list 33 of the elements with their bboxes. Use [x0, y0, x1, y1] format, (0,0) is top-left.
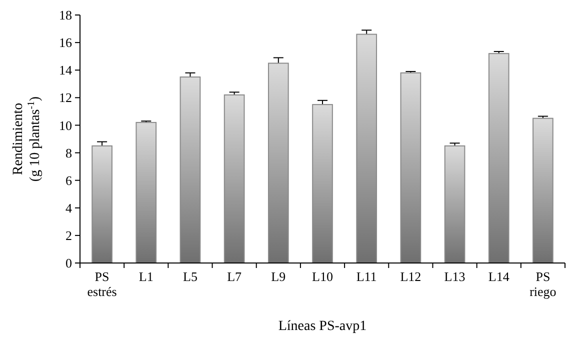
bar — [180, 76, 201, 264]
x-tick-label: L5 — [183, 269, 198, 284]
y-tick-label: 18 — [59, 8, 72, 23]
x-tick-label: L12 — [400, 269, 422, 284]
y-tick-label: 14 — [59, 62, 72, 78]
bar — [136, 122, 157, 264]
y-tick-label: 6 — [66, 172, 72, 188]
x-tick-label: L13 — [444, 269, 466, 284]
bar — [224, 94, 245, 264]
bar — [92, 145, 112, 264]
x-tick-label: L10 — [312, 269, 333, 284]
bar — [444, 145, 466, 264]
bar — [356, 34, 378, 264]
y-tick-label: 12 — [59, 90, 72, 106]
bar — [312, 104, 333, 264]
y-tick-label: 4 — [66, 200, 72, 216]
x-tick-label: L7 — [227, 269, 242, 284]
x-tick-label: L1 — [138, 269, 154, 284]
y-tick-label: 0 — [66, 256, 72, 271]
x-tick-label: L14 — [488, 269, 510, 284]
x-axis-title: Líneas PS-avp1 — [278, 319, 367, 334]
x-tick-label: L11 — [356, 269, 377, 284]
y-tick-label: 2 — [66, 228, 72, 243]
bar — [488, 53, 510, 264]
bar — [400, 72, 422, 264]
y-tick-label: 8 — [66, 145, 72, 160]
bar — [268, 62, 289, 264]
x-tick-label: PS estrés — [87, 269, 117, 299]
y-tick-label: 16 — [59, 35, 72, 50]
y-tick-label: 10 — [59, 118, 72, 133]
x-tick-label: L9 — [271, 269, 286, 284]
x-tick-label: PS riego — [530, 269, 556, 299]
bar — [532, 118, 554, 264]
